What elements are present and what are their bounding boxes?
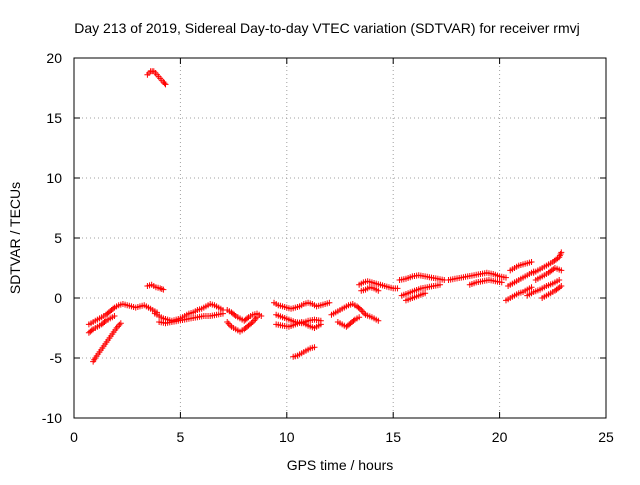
- data-point: [162, 81, 169, 88]
- y-tick-label: 20: [46, 50, 62, 66]
- tick-layer: 0 5 10 15 20 25 -10 -5 0 5 10 15 20: [42, 50, 614, 445]
- data-point: [556, 277, 563, 283]
- data-point: [248, 320, 255, 327]
- data-point: [219, 310, 226, 317]
- data-point: [356, 314, 363, 321]
- data-point: [437, 281, 444, 288]
- x-tick-label: 10: [279, 429, 295, 445]
- y-tick-label: 10: [46, 170, 62, 186]
- x-tick-label: 0: [70, 429, 78, 445]
- data-point: [244, 315, 251, 322]
- data-points-layer: [85, 68, 565, 365]
- data-point: [326, 299, 333, 306]
- grid-layer: [74, 58, 606, 418]
- data-point: [160, 286, 167, 293]
- data-point: [231, 311, 238, 318]
- data-point: [317, 321, 324, 328]
- data-point: [110, 305, 117, 312]
- x-axis-label: GPS time / hours: [287, 457, 394, 473]
- data-point: [558, 249, 565, 256]
- data-point: [528, 284, 535, 291]
- data-point: [161, 80, 168, 87]
- x-tick-label: 20: [492, 429, 508, 445]
- data-point: [528, 259, 535, 265]
- data-point: [88, 327, 95, 334]
- x-tick-label: 5: [177, 429, 185, 445]
- y-tick-label: 0: [54, 290, 62, 306]
- y-tick-label: -10: [42, 410, 62, 426]
- y-tick-label: 15: [46, 110, 62, 126]
- y-axis-label: SDTVAR / TECUs: [7, 182, 23, 294]
- x-tick-label: 25: [598, 429, 614, 445]
- data-point: [558, 267, 565, 274]
- data-point: [498, 279, 505, 286]
- data-point: [350, 317, 357, 324]
- data-point: [394, 285, 401, 292]
- data-point: [356, 305, 363, 312]
- data-point: [111, 313, 118, 319]
- data-point: [375, 317, 382, 324]
- x-tick-label: 15: [385, 429, 401, 445]
- data-point: [375, 287, 382, 294]
- data-point: [158, 286, 165, 292]
- data-point: [258, 313, 265, 319]
- data-point: [117, 320, 124, 327]
- plot-frame: [73, 57, 607, 419]
- data-point: [101, 319, 108, 325]
- data-point: [422, 290, 429, 297]
- data-point: [311, 344, 318, 351]
- chart-title: Day 213 of 2019, Sidereal Day-to-day VTE…: [74, 20, 579, 36]
- y-tick-label: -5: [50, 350, 63, 366]
- data-point: [558, 283, 565, 289]
- y-tick-label: 5: [54, 230, 62, 246]
- data-point: [502, 274, 509, 281]
